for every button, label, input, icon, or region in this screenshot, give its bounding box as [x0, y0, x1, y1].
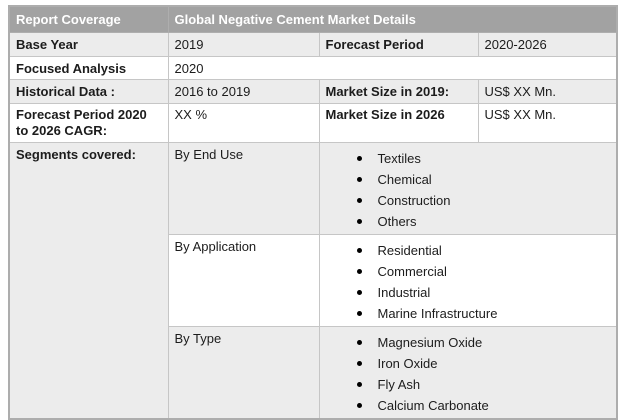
- historical-data-label: Historical Data :: [8, 79, 169, 104]
- bullet-list: Magnesium Oxide Iron Oxide Fly Ash Calci…: [326, 331, 611, 416]
- table-header-row: Report Coverage Global Negative Cement M…: [8, 5, 618, 33]
- bullet-icon: [356, 361, 362, 366]
- market-size-2026-label: Market Size in 2026: [318, 103, 479, 143]
- list-item: Chemical: [326, 169, 611, 190]
- segment-group-end-use: By End Use: [167, 142, 320, 235]
- base-year-label: Base Year: [8, 32, 169, 57]
- base-year-value: 2019: [167, 32, 320, 57]
- list-item-label: Fly Ash: [377, 377, 421, 392]
- list-item: Residential: [326, 240, 611, 261]
- bullet-icon: [356, 156, 362, 161]
- list-item: Marine Infrastructure: [326, 303, 611, 324]
- segment-items-application: Residential Commercial Industrial Marine…: [318, 234, 618, 327]
- list-item-label: Residential: [377, 243, 442, 258]
- bullet-icon: [356, 269, 362, 274]
- focused-analysis-label: Focused Analysis: [8, 56, 169, 80]
- focused-analysis-value: 2020: [167, 56, 618, 80]
- bullet-icon: [356, 290, 362, 295]
- row-segments-application: By Application Residential Commercial In…: [9, 234, 618, 327]
- bullet-icon: [356, 177, 362, 182]
- list-item-label: Iron Oxide: [377, 356, 438, 371]
- segment-items-type: Magnesium Oxide Iron Oxide Fly Ash Calci…: [318, 326, 618, 420]
- list-item: Construction: [326, 190, 611, 211]
- row-segments-type: By Type Magnesium Oxide Iron Oxide Fly A…: [9, 326, 618, 420]
- list-item-label: Construction: [377, 193, 451, 208]
- bullet-icon: [356, 248, 362, 253]
- segment-group-type: By Type: [167, 326, 320, 420]
- list-item-label: Calcium Carbonate: [377, 398, 489, 413]
- list-item: Others: [326, 211, 611, 232]
- list-item-label: Industrial: [377, 285, 431, 300]
- list-item: Industrial: [326, 282, 611, 303]
- row-cagr: Forecast Period 2020 to 2026 CAGR: XX % …: [8, 103, 618, 143]
- cagr-value: XX %: [167, 103, 320, 143]
- market-size-2019-value: US$ XX Mn.: [477, 79, 618, 104]
- bullet-list: Residential Commercial Industrial Marine…: [326, 239, 611, 324]
- list-item-label: Others: [377, 214, 417, 229]
- bullet-icon: [356, 311, 362, 316]
- row-segments-end-use: Segments covered: By End Use Textiles Ch…: [8, 142, 618, 420]
- bullet-icon: [356, 403, 362, 408]
- segment-items-end-use: Textiles Chemical Construction Others: [318, 142, 618, 235]
- row-focused-analysis: Focused Analysis 2020: [8, 56, 618, 80]
- list-item-label: Commercial: [377, 264, 447, 279]
- list-item-label: Marine Infrastructure: [377, 306, 498, 321]
- list-item: Textiles: [326, 148, 611, 169]
- forecast-period-value: 2020-2026: [477, 32, 618, 57]
- forecast-period-label: Forecast Period: [318, 32, 479, 57]
- segment-group-application: By Application: [167, 234, 320, 327]
- row-base-year: Base Year 2019 Forecast Period 2020-2026: [8, 32, 618, 57]
- bullet-icon: [356, 382, 362, 387]
- market-size-2019-label: Market Size in 2019:: [318, 79, 479, 104]
- header-details-title: Global Negative Cement Market Details: [167, 5, 618, 33]
- list-item-label: Textiles: [377, 151, 421, 166]
- segments-covered-label: Segments covered:: [8, 142, 169, 420]
- report-coverage-table: Report Coverage Global Negative Cement M…: [8, 5, 618, 420]
- bullet-icon: [356, 198, 362, 203]
- market-size-2026-value: US$ XX Mn.: [477, 103, 618, 143]
- historical-data-value: 2016 to 2019: [167, 79, 320, 104]
- row-historical-data: Historical Data : 2016 to 2019 Market Si…: [8, 79, 618, 104]
- list-item: Commercial: [326, 261, 611, 282]
- list-item: Calcium Carbonate: [326, 395, 611, 416]
- list-item: Fly Ash: [326, 374, 611, 395]
- bullet-icon: [356, 219, 362, 224]
- list-item: Magnesium Oxide: [326, 332, 611, 353]
- bullet-icon: [356, 340, 362, 345]
- list-item-label: Chemical: [377, 172, 432, 187]
- list-item-label: Magnesium Oxide: [377, 335, 483, 350]
- header-report-coverage: Report Coverage: [8, 5, 169, 33]
- bullet-list: Textiles Chemical Construction Others: [326, 147, 611, 232]
- list-item: Iron Oxide: [326, 353, 611, 374]
- cagr-label: Forecast Period 2020 to 2026 CAGR:: [8, 103, 169, 143]
